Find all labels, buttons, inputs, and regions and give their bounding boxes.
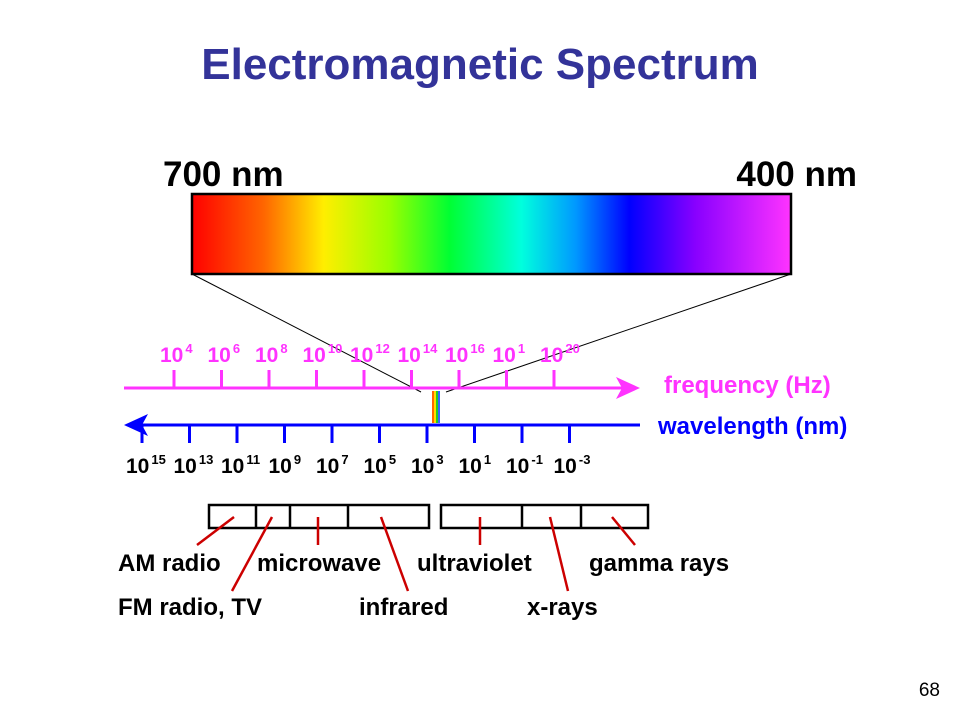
wavelength-tick-base: 10 <box>221 455 244 478</box>
frequency-tick-base: 10 <box>303 344 326 367</box>
wavelength-tick-base: 10 <box>411 455 434 478</box>
frequency-tick-base: 10 <box>540 344 563 367</box>
wavelength-tick-base: 10 <box>126 455 149 478</box>
wavelength-tick-exponent: 15 <box>151 452 165 467</box>
wavelength-tick-base: 10 <box>459 455 482 478</box>
visible-marker-green <box>436 391 438 423</box>
frequency-tick-label: 10 20 <box>540 341 580 367</box>
pointer-infrared <box>379 516 410 592</box>
frequency-tick-exponent: 14 <box>423 341 438 356</box>
band-label-ultraviolet: ultraviolet <box>417 550 532 577</box>
frequency-tick-base: 10 <box>160 344 183 367</box>
wavelength-tick-base: 10 <box>174 455 197 478</box>
frequency-tick-exponent: 20 <box>565 341 579 356</box>
wavelength-axis-label: wavelength (nm) <box>657 413 847 440</box>
wavelength-tick-exponent: 13 <box>199 452 213 467</box>
pointer-am-radio <box>196 516 235 546</box>
visible-marker-blue <box>438 391 440 423</box>
frequency-tick-exponent: 1 <box>518 341 525 356</box>
frequency-tick-label: 10 12 <box>350 341 390 367</box>
slide-title: Electromagnetic Spectrum <box>201 40 759 89</box>
wavelength-tick-exponent: 11 <box>246 452 260 467</box>
wavelength-tick-exponent: -1 <box>531 452 543 467</box>
wavelength-ticks: 10 15 10 13 10 11 10 9 10 7 10 5 10 3 10 1 10 -1 10 -3 <box>126 425 590 478</box>
frequency-tick-base: 10 <box>350 344 373 367</box>
wavelength-tick-exponent: 1 <box>484 452 491 467</box>
frequency-tick-exponent: 10 <box>328 341 342 356</box>
frequency-tick-exponent: 12 <box>375 341 389 356</box>
label-700nm: 700 nm <box>163 155 284 194</box>
frequency-tick-label: 10 10 <box>303 341 343 367</box>
band-label-infrared: infrared <box>359 594 448 621</box>
wavelength-tick-label: 10 15 <box>126 452 166 478</box>
wavelength-tick-exponent: 5 <box>389 452 396 467</box>
frequency-tick-label: 10 14 <box>398 341 439 367</box>
visible-marker-red <box>432 391 434 423</box>
pointer-gamma-rays <box>611 516 636 546</box>
frequency-tick-exponent: 6 <box>233 341 240 356</box>
pointer-fm-radio <box>230 516 274 592</box>
wavelength-tick-exponent: 7 <box>341 452 348 467</box>
wavelength-tick-base: 10 <box>316 455 339 478</box>
visible-spectrum-bar <box>190 192 793 276</box>
label-400nm: 400 nm <box>736 155 857 194</box>
pointer-x-rays <box>548 516 570 592</box>
frequency-tick-label: 10 16 <box>445 341 485 367</box>
band-pointers <box>196 516 636 592</box>
frequency-tick-exponent: 8 <box>280 341 287 356</box>
wavelength-tick-label: 10 11 <box>221 452 260 478</box>
wavelength-tick-base: 10 <box>554 455 577 478</box>
wavelength-tick-base: 10 <box>506 455 529 478</box>
wavelength-tick-label: 10 13 <box>174 452 214 478</box>
wavelength-tick-base: 10 <box>364 455 387 478</box>
band-label-microwave: microwave <box>257 550 381 577</box>
band-boxes <box>207 503 650 530</box>
frequency-ticks: 10 4 10 6 10 8 10 10 10 12 10 14 10 16 10 1 10 20 <box>160 341 580 388</box>
wavelength-tick-label: 10 -1 <box>506 452 543 478</box>
wavelength-tick-label: 10 -3 <box>554 452 591 478</box>
page-number: 68 <box>918 680 940 701</box>
frequency-tick-label: 10 4 <box>160 341 193 367</box>
visible-marker-yellow <box>434 391 436 423</box>
frequency-tick-base: 10 <box>398 344 421 367</box>
wavelength-tick-label: 10 3 <box>411 452 444 478</box>
wavelength-tick-exponent: 3 <box>436 452 443 467</box>
wavelength-tick-base: 10 <box>269 455 292 478</box>
zoom-line-right <box>445 273 792 393</box>
frequency-axis-label: frequency (Hz) <box>664 372 831 399</box>
band-label-am-radio: AM radio <box>118 550 221 577</box>
wavelength-tick-exponent: 9 <box>294 452 301 467</box>
wavelength-tick-exponent: -3 <box>579 452 591 467</box>
wavelength-tick-label: 10 5 <box>364 452 397 478</box>
band-label-gamma-rays: gamma rays <box>589 550 729 577</box>
band-box-right <box>439 503 650 530</box>
frequency-arrow-icon <box>616 377 640 399</box>
frequency-tick-base: 10 <box>255 344 278 367</box>
frequency-tick-exponent: 16 <box>470 341 484 356</box>
zoom-line-left <box>191 273 422 393</box>
frequency-tick-label: 10 8 <box>255 341 288 367</box>
frequency-tick-base: 10 <box>493 344 516 367</box>
frequency-tick-label: 10 1 <box>493 341 526 367</box>
wavelength-tick-label: 10 9 <box>269 452 302 478</box>
frequency-tick-label: 10 6 <box>208 341 241 367</box>
band-label-fm-radio-tv: FM radio, TV <box>118 594 262 621</box>
frequency-tick-base: 10 <box>208 344 231 367</box>
frequency-tick-base: 10 <box>445 344 468 367</box>
wavelength-tick-label: 10 7 <box>316 452 349 478</box>
wavelength-tick-label: 10 1 <box>459 452 492 478</box>
frequency-tick-exponent: 4 <box>185 341 193 356</box>
band-label-x-rays: x-rays <box>527 594 598 621</box>
